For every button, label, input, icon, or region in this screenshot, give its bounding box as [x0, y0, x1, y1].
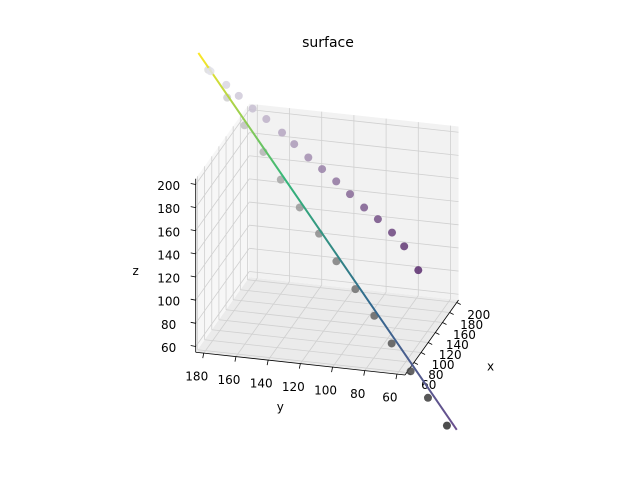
z-axis-label: z	[133, 264, 139, 278]
z-tick-label: 140	[157, 248, 180, 262]
x-tick-label: 60	[421, 378, 436, 392]
y-tick-label: 140	[250, 377, 273, 391]
grid-line	[249, 132, 459, 156]
y-tick-label: 160	[217, 373, 240, 387]
tick-mark	[420, 352, 426, 355]
point	[318, 165, 327, 174]
tick-mark	[331, 367, 333, 373]
x-tick-label: 180	[460, 318, 483, 332]
tick-mark	[456, 302, 461, 305]
x-tick-label: 120	[439, 348, 462, 362]
grid-line	[203, 277, 258, 354]
point	[345, 190, 354, 199]
point	[248, 104, 257, 113]
grid-line	[249, 247, 459, 272]
x-tick-label: 140	[446, 338, 469, 352]
tick-mark	[298, 363, 301, 369]
tick-mark	[190, 183, 196, 185]
tick-mark	[435, 332, 440, 335]
point	[206, 67, 215, 76]
tick-mark	[202, 353, 205, 359]
point	[387, 339, 396, 348]
chart-title: surface	[302, 35, 354, 51]
point	[442, 421, 451, 430]
tick-mark	[190, 321, 196, 324]
grid-line	[195, 178, 250, 255]
grid-line	[396, 298, 451, 375]
grid-line	[195, 248, 250, 324]
grid-line	[249, 224, 459, 249]
x-axis-line	[404, 299, 459, 376]
point	[278, 128, 287, 137]
point	[406, 367, 415, 376]
tick-mark	[363, 370, 366, 376]
grid-line	[249, 109, 459, 133]
tick-mark	[449, 312, 454, 315]
x-axis-label: x	[487, 360, 494, 374]
z-tick-label: 180	[157, 202, 180, 216]
y-axis-line	[195, 351, 406, 376]
point	[373, 215, 382, 224]
line	[197, 52, 458, 431]
x-tick-label: 160	[453, 328, 476, 342]
grid-line	[235, 281, 290, 357]
point	[304, 153, 313, 162]
point	[234, 91, 243, 100]
tick-mark	[190, 275, 196, 278]
z-tick-label: 200	[157, 179, 180, 193]
grid-line	[249, 178, 459, 203]
point	[332, 257, 341, 266]
grid-line	[195, 155, 250, 231]
point	[423, 393, 432, 402]
z-tick-label: 100	[157, 295, 180, 309]
tick-mark	[442, 322, 447, 325]
tick-mark	[413, 362, 419, 365]
tick-mark	[395, 374, 398, 380]
x-tick-label: 100	[432, 358, 455, 372]
y-axis-label: y	[277, 400, 284, 414]
x-tick-label: 80	[428, 368, 443, 382]
point	[332, 177, 341, 186]
grid-line	[249, 155, 459, 179]
tick-mark	[190, 298, 196, 301]
grid-line	[195, 109, 250, 185]
tick-mark	[190, 345, 196, 347]
grid-line	[300, 288, 355, 364]
tick-mark	[234, 356, 237, 362]
point	[414, 266, 423, 275]
z-tick-label: 80	[161, 318, 176, 332]
y-tick-label: 120	[282, 380, 305, 394]
point	[223, 93, 232, 102]
z-tick-label: 120	[157, 272, 180, 286]
grid-line	[249, 201, 459, 226]
tick-mark	[190, 252, 196, 255]
grid-line	[267, 284, 323, 361]
point	[351, 285, 360, 294]
z-tick-label: 160	[157, 225, 180, 239]
y-tick-label: 100	[314, 384, 337, 398]
grid-line	[195, 132, 250, 208]
tick-mark	[266, 360, 269, 366]
point	[388, 228, 397, 237]
grid-line	[195, 224, 250, 301]
point	[290, 140, 299, 149]
point	[360, 203, 369, 212]
point	[222, 80, 231, 89]
x-tick-label: 200	[467, 308, 490, 322]
z-tick-label: 60	[161, 341, 176, 355]
y-tick-label: 80	[350, 387, 365, 401]
tick-mark	[190, 206, 196, 209]
y-tick-label: 180	[185, 370, 208, 384]
grid-line	[195, 271, 250, 347]
y-tick-label: 60	[382, 391, 397, 405]
grid-line	[195, 201, 250, 278]
tick-mark	[190, 229, 196, 232]
point	[400, 242, 409, 251]
tick-mark	[428, 342, 433, 345]
grid-line	[249, 271, 459, 295]
point	[262, 115, 271, 124]
grid-line	[332, 291, 387, 368]
